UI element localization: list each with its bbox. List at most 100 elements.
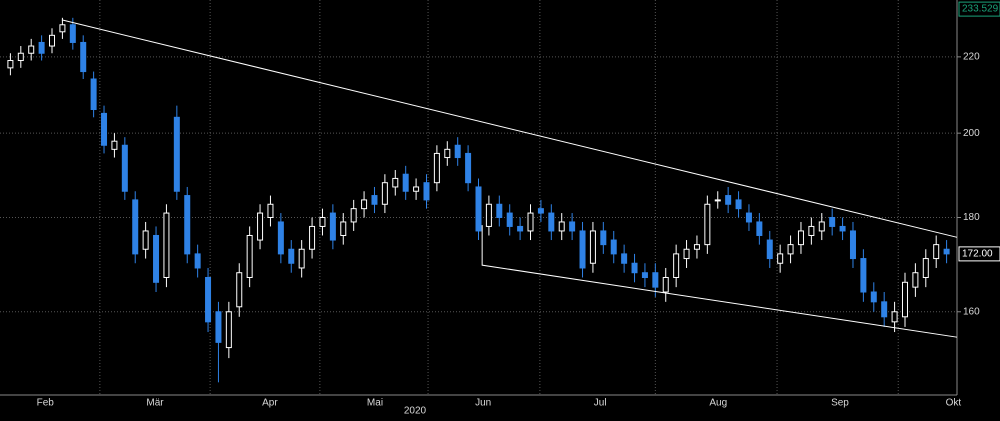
candle-body <box>745 212 752 223</box>
candle-body <box>381 182 388 205</box>
candle-body <box>225 311 232 349</box>
candle-body <box>517 225 524 232</box>
candle-body <box>49 34 56 47</box>
candle-body <box>912 272 919 288</box>
candle-body <box>735 199 742 210</box>
candle-body <box>444 148 451 159</box>
candle-body <box>839 225 846 232</box>
candle-body <box>766 239 773 260</box>
candle-body <box>121 144 128 192</box>
candle-body <box>402 173 409 192</box>
candle-body <box>714 199 721 202</box>
candle-body <box>569 221 576 232</box>
candle-body <box>90 78 97 111</box>
candle-body <box>173 116 180 192</box>
candle-body <box>69 24 76 43</box>
candle-body <box>392 177 399 188</box>
candle-body <box>413 186 420 192</box>
y-tick-label: 220 <box>963 52 980 63</box>
candle-body <box>777 253 784 264</box>
candle-body <box>506 212 513 227</box>
candle-body <box>673 253 680 279</box>
candle-body <box>59 24 66 33</box>
candle-body <box>433 152 440 184</box>
candle-body <box>756 221 763 236</box>
candle-body <box>537 208 544 214</box>
candle-body <box>257 212 264 241</box>
candle-body <box>132 199 139 255</box>
x-tick-label: Aug <box>709 398 727 409</box>
candle-body <box>465 152 472 184</box>
price-label-box <box>958 246 1000 262</box>
candle-body <box>860 258 867 293</box>
trend-line <box>481 225 958 338</box>
candle-body <box>579 230 586 269</box>
candle-body <box>38 41 45 54</box>
candle-body <box>184 195 191 255</box>
x-tick-label: Mär <box>146 398 164 409</box>
price-label: 172.00 <box>962 249 993 260</box>
candle-body <box>641 272 648 279</box>
candle-body <box>808 225 815 236</box>
candle-body <box>485 203 492 227</box>
candle-body <box>631 262 638 274</box>
trend-line <box>61 19 958 238</box>
candle-body <box>943 248 950 255</box>
x-tick-label: Jul <box>594 398 607 409</box>
candle-body <box>298 248 305 269</box>
candle-body <box>340 221 347 236</box>
candle-body <box>80 41 87 73</box>
candle-body <box>901 281 908 318</box>
candle-body <box>589 230 596 264</box>
candle-body <box>153 234 160 283</box>
x-tick-label: Sep <box>831 398 849 409</box>
candle-body <box>194 253 201 269</box>
candle-body <box>163 212 170 279</box>
candle-body <box>267 203 274 218</box>
candle-body <box>870 291 877 303</box>
candle-body <box>329 212 336 241</box>
candle-body <box>610 239 617 255</box>
candle-body <box>787 244 794 255</box>
x-tick-label: Feb <box>37 398 55 409</box>
candle-body <box>423 182 430 201</box>
candle-body <box>475 186 482 232</box>
candle-body <box>371 195 378 205</box>
y-tick-label: 160 <box>963 306 980 317</box>
y-tick-label: 180 <box>963 212 980 223</box>
candle-body <box>319 216 326 227</box>
candle-body <box>933 244 940 260</box>
candle-body <box>621 253 628 264</box>
x-tick-label: Apr <box>262 398 278 409</box>
candle-body <box>454 144 461 159</box>
candle-body <box>288 248 295 264</box>
candle-body <box>309 225 316 250</box>
candle-body <box>246 234 253 279</box>
candle-body <box>142 230 149 250</box>
candle-body <box>28 45 35 54</box>
candle-body <box>350 208 357 223</box>
candle-body <box>704 203 711 246</box>
candle-body <box>277 221 284 255</box>
candle-body <box>548 212 555 232</box>
candle-body <box>652 272 659 288</box>
candle-body <box>111 140 118 150</box>
candle-body <box>683 248 690 260</box>
candle-body <box>236 272 243 308</box>
candle-body <box>361 199 368 210</box>
year-label: 2020 <box>404 406 427 416</box>
candle-body <box>496 203 503 218</box>
candle-body <box>600 230 607 246</box>
price-label: 233.529 <box>962 4 999 15</box>
candle-body <box>922 258 929 279</box>
candle-body <box>829 216 836 227</box>
candle-body <box>527 212 534 232</box>
candle-body <box>797 230 804 246</box>
x-tick-label: Jun <box>475 398 491 409</box>
candle-body <box>891 311 898 323</box>
candle-body <box>693 244 700 250</box>
candle-body <box>558 221 565 232</box>
candle-body <box>7 60 14 69</box>
